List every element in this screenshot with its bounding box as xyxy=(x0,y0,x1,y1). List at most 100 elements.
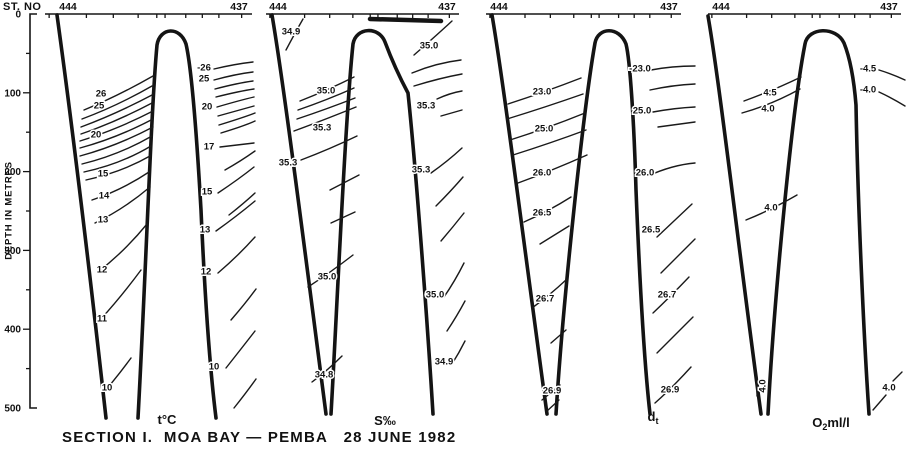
temperature-contour-line xyxy=(230,288,257,321)
sigma-t-contour-label: 26.7 xyxy=(658,290,677,301)
temperature-contour-line xyxy=(80,102,153,135)
temperature-contour-line xyxy=(80,94,153,128)
salinity-contour-line xyxy=(436,90,463,100)
station-label: 437 xyxy=(660,1,678,13)
station-label: 444 xyxy=(269,1,287,13)
temperature-contour-label: 12 xyxy=(97,265,108,276)
temperature-contour-line xyxy=(79,118,154,149)
salinity-contour-label: 35.0 xyxy=(318,272,337,283)
temperature-contour-line xyxy=(81,135,153,165)
oxygen-contour-label: -4.5 xyxy=(860,64,877,75)
salinity-contour-line xyxy=(440,109,463,117)
temperature-contour-line xyxy=(218,112,256,126)
station-label: 437 xyxy=(230,1,248,13)
depth-axis xyxy=(29,13,37,409)
sigma-t-contour-line xyxy=(654,366,692,404)
salinity-contour-line xyxy=(297,87,355,111)
salinity-contour-label: 35.0 xyxy=(420,41,439,52)
sigma-t-contour-label: 26.5 xyxy=(533,208,552,219)
salinity-contour-line xyxy=(311,355,343,383)
temperature-contour-label: 25 xyxy=(94,101,105,112)
oxygen-contour-line xyxy=(745,194,798,221)
temperature-contour-line xyxy=(83,145,152,173)
temperature-contour-label: 11 xyxy=(97,314,108,325)
temperature-contour-line xyxy=(217,105,255,117)
temperature-contour-label: 10 xyxy=(102,383,113,394)
temperature-contour-label: 12 xyxy=(201,267,212,278)
sigma-t-contour-line xyxy=(509,112,586,141)
temperature-contour-label: 25 xyxy=(199,74,210,85)
station-label: 444 xyxy=(59,1,77,13)
temperature-contour-line xyxy=(85,155,151,181)
depth-axis-label: DEPTH IN METRES xyxy=(3,161,15,260)
salinity-contour-label: 34.8 xyxy=(315,370,334,381)
salinity-bathymetry-line xyxy=(270,13,328,416)
temperature-contour-label: 20 xyxy=(91,130,102,141)
sigma-t-contour-label: 25.0 xyxy=(633,106,652,117)
sigma-t-contour-label: 23.0 xyxy=(533,87,552,98)
depth-tick-label: 400 xyxy=(4,325,21,336)
sigma-t-contour-line xyxy=(652,106,696,113)
sigma-t-contour-line xyxy=(647,162,696,177)
salinity-contour-line xyxy=(440,212,465,242)
depth-tick-label: 0 xyxy=(15,10,21,21)
salinity-contour-line xyxy=(296,97,356,120)
station-label: 437 xyxy=(438,1,456,13)
temperature-contour-line xyxy=(217,236,256,274)
temperature-contour-line xyxy=(224,150,256,171)
salinity-contour-line xyxy=(430,147,463,174)
temperature-contour-line xyxy=(220,120,256,134)
temperature-contour-line xyxy=(213,71,254,81)
temperature-contour-line xyxy=(79,110,154,142)
sigma-t-contour-line xyxy=(657,121,696,128)
oxygen-contour-line xyxy=(878,91,906,107)
sigma-t-bathymetry-line xyxy=(554,28,652,416)
sigma-t-contour-line xyxy=(656,316,694,354)
temperature-contour-line xyxy=(233,378,257,409)
salinity-contour-line xyxy=(413,20,453,56)
sigma-t-contour-label: 26.7 xyxy=(536,294,555,305)
depth-tick-label: 500 xyxy=(4,404,21,415)
station-label: 437 xyxy=(880,1,898,13)
sigma-t-contour-label: 25.0 xyxy=(535,124,554,135)
temperature-contour-line xyxy=(213,61,254,70)
sigma-t-contour-line xyxy=(650,65,696,71)
oxygen-contour-label: 4.0 xyxy=(882,383,895,394)
temperature-bathymetry-line xyxy=(55,13,108,420)
oxygen-contour-label: 4.0 xyxy=(758,379,769,392)
temperature-contour-line xyxy=(228,192,256,216)
salinity-contour-label: 34.9 xyxy=(282,27,301,38)
sigma-t-contour-line xyxy=(539,225,570,245)
temperature-panel-title: t°C xyxy=(158,412,178,427)
salinity-contour-line xyxy=(435,176,464,207)
temperature-contour-line xyxy=(79,126,154,157)
temperature-contour-label: 17 xyxy=(204,142,215,153)
temperature-contour-line xyxy=(91,171,150,201)
salinity-contour-line xyxy=(300,135,358,161)
sigma-t-contour-line xyxy=(541,384,561,401)
sigma-t-contour-label: 26.0 xyxy=(533,168,552,179)
oxygen-bathymetry-line xyxy=(766,29,871,416)
salinity-contour-line xyxy=(285,18,304,51)
salinity-contour-label: 35.0 xyxy=(426,290,445,301)
sigma-t-bathymetry-line xyxy=(490,13,549,416)
temperature-contour-label: 20 xyxy=(202,102,213,113)
sigma-t-contour-line xyxy=(531,278,568,309)
temperature-contour-line xyxy=(215,200,256,232)
sigma-t-contour-label: 26.9 xyxy=(661,385,680,396)
oxygen-contour-label: -4.0 xyxy=(860,85,876,96)
temperature-contour-line xyxy=(215,88,255,98)
sigma-t-contour-line xyxy=(546,399,560,412)
station-label: 444 xyxy=(712,1,730,13)
salinity-bathymetry-line xyxy=(329,28,435,416)
temperature-contour-label: 26 xyxy=(96,89,107,100)
sigma-t-contour-line xyxy=(512,129,587,156)
temperature-contour-line xyxy=(214,80,254,90)
oxygen-contour-line xyxy=(741,88,801,114)
depth-tick-label: 300 xyxy=(4,246,21,257)
temperature-contour-line xyxy=(83,75,154,111)
salinity-contour-line xyxy=(329,174,360,191)
oxygen-contour-line xyxy=(892,371,903,382)
